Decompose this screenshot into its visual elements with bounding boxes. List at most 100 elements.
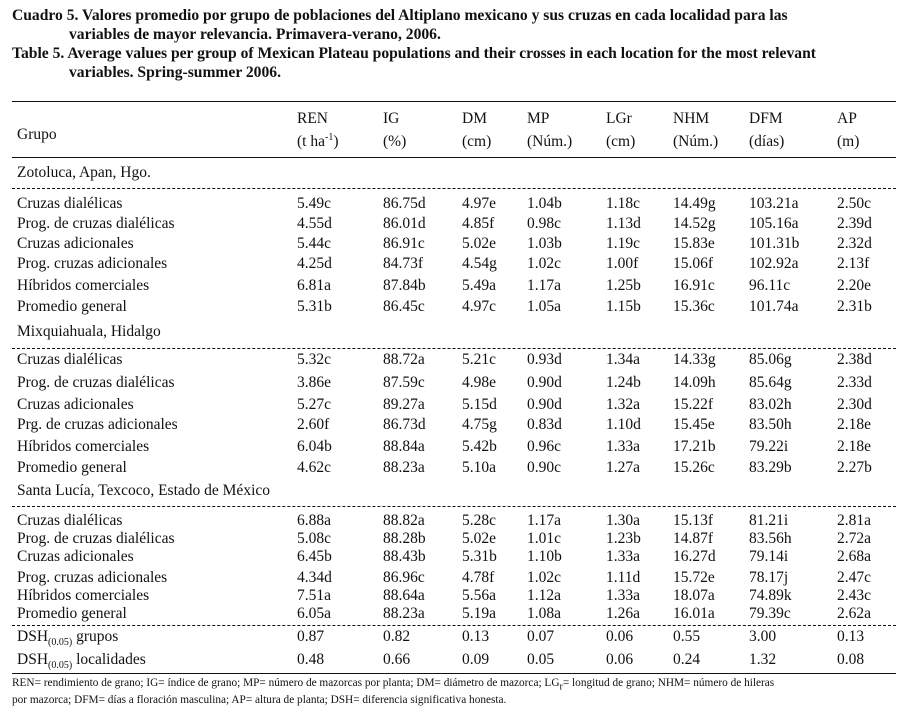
header-col-unit: (Núm.)	[673, 133, 718, 151]
table-cell: 86.91c	[383, 235, 425, 252]
caption-en-line2: variables. Spring-summer 2006.	[69, 64, 281, 81]
table-cell: 0.87	[297, 628, 325, 645]
table-bottom-rule	[12, 673, 896, 674]
footnote-line2: por mazorca; DFM= días a floración mascu…	[12, 694, 507, 706]
table-cell: 5.31b	[297, 298, 332, 315]
table-cell: 0.06	[606, 628, 634, 645]
table-cell: 3.00	[749, 628, 777, 645]
table-cell: 84.73f	[383, 255, 424, 272]
unit-text: (Núm.)	[673, 133, 719, 150]
table-cell: 1.10d	[606, 416, 641, 433]
table-cell: 2.20e	[837, 277, 872, 294]
table-cell: 87.59c	[383, 374, 425, 391]
table-cell: 79.22i	[749, 438, 789, 455]
table-cell: 0.90c	[527, 459, 562, 476]
dsh-row-label: DSH(0.05) grupos	[17, 628, 118, 648]
header-bottom-rule	[12, 157, 896, 158]
table-cell: 5.10a	[462, 459, 497, 476]
table-cell: 85.06g	[749, 351, 792, 368]
table-cell: 103.21a	[749, 195, 799, 212]
table-cell: 83.02h	[749, 396, 792, 413]
table-cell: 96.11c	[749, 277, 791, 294]
table-cell: 6.81a	[297, 277, 332, 294]
table-cell: 1.15b	[606, 298, 641, 315]
table-cell: 15.26c	[673, 459, 715, 476]
table-cell: 0.09	[462, 651, 490, 668]
header-col-unit: (t ha-1)	[297, 132, 339, 151]
table-cell: 0.48	[297, 651, 325, 668]
table-cell: 1.04b	[527, 195, 562, 212]
table-cell: 14.87f	[673, 530, 714, 547]
table-cell: 5.44c	[297, 235, 332, 252]
table-cell: 83.29b	[749, 459, 792, 476]
table-cell: 1.11d	[606, 569, 641, 586]
table-cell: 0.66	[383, 651, 411, 668]
table-cell: 1.02c	[527, 569, 562, 586]
table-cell: 0.08	[837, 651, 865, 668]
table-cell: 79.39c	[749, 605, 791, 622]
table-cell: 16.91c	[673, 277, 715, 294]
table-cell: 1.23b	[606, 530, 641, 547]
table-cell: 1.33a	[606, 548, 641, 565]
header-group-label: Grupo	[17, 126, 57, 143]
table-cell: 1.17a	[527, 277, 562, 294]
table-cell: 4.75g	[462, 416, 497, 433]
table-cell: 0.90d	[527, 374, 562, 391]
footnote-line1-sub: r	[559, 681, 563, 693]
header-col-name: LGr	[606, 110, 632, 127]
table-cell: 0.07	[527, 628, 555, 645]
table-cell: 2.33d	[837, 374, 872, 391]
table-cell: 101.74a	[749, 298, 799, 315]
row-label: Promedio general	[17, 605, 127, 622]
table-cell: 5.28c	[462, 512, 497, 529]
footnote-line1-pre: REN= rendimiento de grano; IG= índice de…	[12, 677, 560, 689]
row-label: Prg. de cruzas adicionales	[17, 416, 178, 433]
header-col-name: IG	[383, 110, 400, 127]
table-cell: 5.02e	[462, 235, 497, 252]
table-cell: 0.55	[673, 628, 701, 645]
dsh-label-subscript: (0.05)	[48, 660, 73, 672]
table-cell: 1.25b	[606, 277, 641, 294]
section-dashed-rule	[12, 348, 896, 349]
table-cell: 15.72e	[673, 569, 715, 586]
unit-text: )	[333, 133, 339, 150]
table-cell: 2.30d	[837, 396, 872, 413]
table-cell: 4.85f	[462, 215, 495, 232]
header-col-unit: (m)	[837, 133, 859, 151]
dsh-dashed-rule	[12, 625, 896, 626]
table-cell: 5.42b	[462, 438, 497, 455]
row-label: Prog. de cruzas dialélicas	[17, 530, 175, 547]
table-cell: 1.32a	[606, 396, 641, 413]
table-cell: 0.90d	[527, 396, 562, 413]
table-cell: 1.03b	[527, 235, 562, 252]
table-cell: 16.01a	[673, 605, 715, 622]
table-cell: 4.98e	[462, 374, 497, 391]
section-title: Santa Lucía, Texcoco, Estado de México	[17, 482, 271, 499]
unit-text: (cm)	[462, 133, 492, 150]
row-label: Cruzas dialélicas	[17, 351, 123, 368]
table-cell: 88.84a	[383, 438, 425, 455]
row-label: Promedio general	[17, 298, 127, 315]
table-cell: 0.13	[462, 628, 490, 645]
table-cell: 5.02e	[462, 530, 497, 547]
table-cell: 5.15d	[462, 396, 497, 413]
table-cell: 17.21b	[673, 438, 716, 455]
table-cell: 2.81a	[837, 512, 872, 529]
table-cell: 2.47c	[837, 569, 872, 586]
row-label: Cruzas adicionales	[17, 235, 134, 252]
table-cell: 1.19c	[606, 235, 641, 252]
table-cell: 2.50c	[837, 195, 872, 212]
row-label: Cruzas dialélicas	[17, 195, 123, 212]
table-cell: 102.92a	[749, 255, 799, 272]
table-cell: 14.33g	[673, 351, 716, 368]
table-cell: 86.01d	[383, 215, 426, 232]
table-cell: 2.72a	[837, 530, 872, 547]
table-cell: 5.31b	[462, 548, 497, 565]
row-label: Prog. de cruzas dialélicas	[17, 215, 175, 232]
table-cell: 6.88a	[297, 512, 332, 529]
table-cell: 2.60f	[297, 416, 330, 433]
table-cell: 5.08c	[297, 530, 332, 547]
row-label: Prog. de cruzas dialélicas	[17, 374, 175, 391]
section-title: Mixquiahuala, Hidalgo	[17, 323, 161, 340]
unit-text: (m)	[837, 133, 860, 150]
